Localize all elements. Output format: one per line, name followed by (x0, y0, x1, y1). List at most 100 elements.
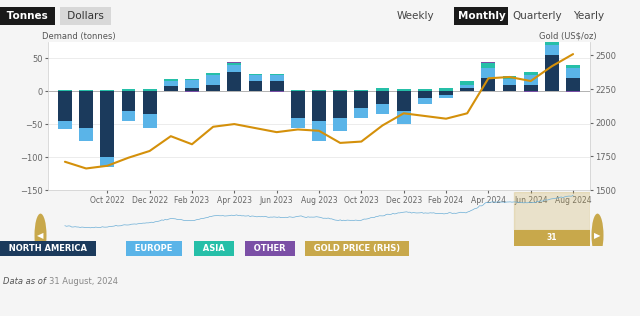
Bar (545, 55, 559, 91)
Bar (333, 90, 347, 91)
Bar (524, 75, 538, 85)
Text: ◀: ◀ (37, 231, 44, 240)
Bar (79, 90, 93, 91)
Bar (397, 89, 411, 91)
Bar (100, 91, 114, 157)
Bar (333, 118, 347, 131)
Bar (439, 94, 453, 98)
Bar (355, 108, 368, 118)
Bar (545, 42, 559, 45)
Text: Monthly: Monthly (458, 11, 506, 21)
Circle shape (35, 214, 47, 257)
Bar (122, 91, 135, 111)
Bar (418, 89, 432, 91)
Text: Dollars: Dollars (64, 11, 107, 21)
Bar (143, 89, 157, 91)
Bar (227, 72, 241, 91)
Bar (122, 89, 135, 91)
Bar (418, 91, 432, 98)
Text: GOLD PRICE (RHS): GOLD PRICE (RHS) (308, 244, 406, 253)
Text: 31: 31 (547, 234, 557, 242)
Bar (355, 90, 368, 91)
Bar (397, 91, 411, 111)
Bar (566, 78, 580, 91)
Text: 31 August, 2024: 31 August, 2024 (49, 276, 118, 286)
Bar (185, 88, 199, 91)
Bar (206, 73, 220, 75)
Bar (291, 118, 305, 128)
Bar (206, 75, 220, 85)
Bar (206, 85, 220, 91)
Bar (185, 80, 199, 88)
Text: Tonnes: Tonnes (3, 11, 52, 21)
Bar (502, 76, 516, 80)
Bar (164, 86, 178, 91)
Bar (164, 81, 178, 86)
Bar (460, 82, 474, 85)
Bar (270, 82, 284, 91)
Bar (227, 65, 241, 72)
Bar (291, 91, 305, 118)
Bar (312, 91, 326, 121)
Bar (502, 85, 516, 91)
Bar (122, 111, 135, 121)
Bar (376, 88, 389, 91)
Bar (418, 98, 432, 105)
Bar (481, 63, 495, 68)
Text: Data as of: Data as of (3, 276, 49, 286)
Bar (164, 80, 178, 81)
Bar (481, 62, 495, 63)
Text: ASIA: ASIA (197, 244, 230, 253)
Bar (481, 78, 495, 91)
Bar (502, 80, 516, 85)
Text: Weekly: Weekly (397, 11, 435, 21)
Bar (248, 75, 262, 82)
Bar (143, 114, 157, 128)
Bar (185, 91, 199, 92)
Bar (270, 91, 284, 92)
Circle shape (591, 214, 604, 257)
Text: Yearly: Yearly (573, 11, 604, 21)
Bar (291, 90, 305, 91)
Bar (270, 74, 284, 75)
Text: OTHER: OTHER (248, 244, 292, 253)
Text: Quarterly: Quarterly (512, 11, 562, 21)
Bar (514, 230, 590, 246)
Bar (524, 72, 538, 75)
Bar (143, 91, 157, 114)
Bar (376, 91, 389, 105)
Bar (524, 91, 538, 92)
Bar (58, 90, 72, 91)
Text: ▶: ▶ (595, 231, 601, 240)
Bar (355, 91, 368, 108)
Bar (481, 68, 495, 78)
Bar (376, 105, 389, 114)
Bar (58, 121, 72, 129)
Bar (460, 88, 474, 91)
Bar (100, 90, 114, 91)
Bar (248, 74, 262, 75)
Text: NORTH AMERICA: NORTH AMERICA (3, 244, 93, 253)
Text: EUROPE: EUROPE (129, 244, 179, 253)
Bar (248, 82, 262, 91)
Bar (514, 192, 590, 230)
Bar (566, 65, 580, 68)
Bar (439, 91, 453, 94)
Bar (312, 121, 326, 141)
Bar (79, 91, 93, 128)
Bar (439, 88, 453, 91)
Bar (333, 91, 347, 118)
Bar (79, 128, 93, 141)
Bar (545, 45, 559, 55)
Bar (270, 75, 284, 82)
Bar (100, 157, 114, 167)
Bar (460, 85, 474, 88)
Text: Gold (US$/oz): Gold (US$/oz) (539, 32, 596, 40)
Bar (58, 91, 72, 121)
Bar (185, 79, 199, 80)
Bar (397, 111, 411, 124)
Bar (227, 62, 241, 63)
Bar (227, 63, 241, 65)
Bar (524, 85, 538, 91)
Bar (566, 91, 580, 92)
